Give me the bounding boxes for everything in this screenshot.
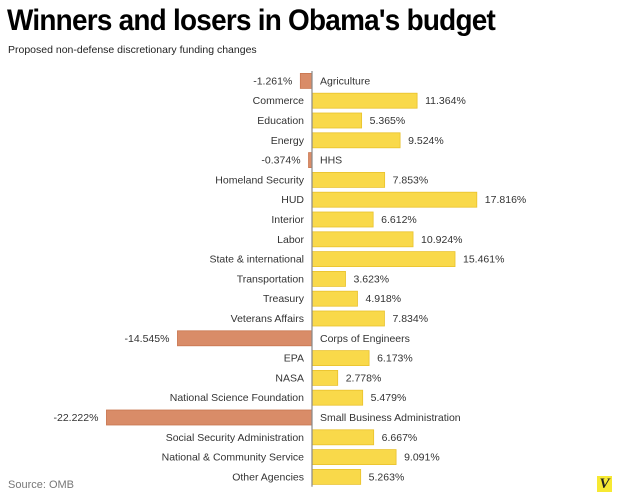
bar-agriculture — [299, 73, 313, 89]
category-label-nasa: NASA — [275, 372, 304, 384]
bar-social-security-administration — [311, 429, 375, 446]
category-label-labor: Labor — [277, 234, 304, 246]
category-label-small-business-administration: Small Business Administration — [320, 412, 461, 424]
value-label-commerce: 11.364% — [425, 95, 466, 107]
category-label-veterans-affairs: Veterans Affairs — [231, 313, 304, 325]
bar-nasa — [311, 369, 339, 386]
bar-interior — [311, 211, 374, 228]
value-label-social-security-administration: 6.667% — [382, 432, 418, 444]
category-label-corps-of-engineers: Corps of Engineers — [320, 333, 410, 345]
vox-logo: V — [597, 476, 612, 492]
bar-state-and-international — [311, 251, 456, 268]
category-label-education: Education — [257, 115, 304, 127]
category-label-agriculture: Agriculture — [320, 75, 370, 87]
bar-education — [311, 112, 363, 129]
bar-veterans-affairs — [311, 310, 385, 327]
value-label-veterans-affairs: 7.834% — [392, 313, 428, 325]
value-label-transportation: 3.623% — [354, 273, 390, 285]
bar-small-business-administration — [106, 409, 313, 426]
value-label-epa: 6.173% — [377, 353, 413, 365]
category-label-other-agencies: Other Agencies — [232, 471, 304, 483]
category-label-social-security-administration: Social Security Administration — [166, 432, 304, 444]
value-label-hud: 17.816% — [485, 194, 526, 206]
category-label-transportation: Transportation — [237, 273, 304, 285]
value-label-nasa: 2.778% — [346, 372, 382, 384]
category-label-interior: Interior — [271, 214, 304, 226]
bar-commerce — [311, 92, 418, 109]
chart-subtitle: Proposed non-defense discretionary fundi… — [8, 44, 257, 56]
value-label-other-agencies: 5.263% — [369, 471, 405, 483]
bar-transportation — [311, 270, 346, 287]
bar-labor — [311, 231, 414, 248]
bar-national-science-foundation — [311, 389, 364, 406]
bar-homeland-security — [311, 171, 386, 188]
value-label-interior: 6.612% — [381, 214, 417, 226]
bars-group — [106, 73, 478, 485]
value-label-national-science-foundation: 5.479% — [371, 392, 407, 404]
value-label-corps-of-engineers: -14.545% — [125, 333, 170, 345]
category-label-national-science-foundation: National Science Foundation — [170, 392, 304, 404]
category-label-state-and-international: State & international — [209, 254, 304, 266]
labels-group: Agriculture -1.261% Commerce 11.364% Educati… — [53, 75, 526, 483]
value-label-energy: 9.524% — [408, 135, 444, 147]
value-label-state-and-international: 15.461% — [463, 254, 504, 266]
source-note: Source: OMB — [8, 479, 75, 491]
category-label-epa: EPA — [284, 353, 304, 365]
category-label-energy: Energy — [271, 135, 305, 147]
category-label-hhs: HHS — [320, 155, 342, 167]
category-label-treasury: Treasury — [263, 293, 305, 305]
value-label-homeland-security: 7.853% — [393, 174, 429, 186]
chart-title: Winners and losers in Obama's budget — [7, 4, 496, 37]
value-label-education: 5.365% — [370, 115, 406, 127]
bar-national-and-community-service — [311, 449, 397, 466]
value-label-national-and-community-service: 9.091% — [404, 452, 440, 464]
value-label-treasury: 4.918% — [365, 293, 401, 305]
bar-epa — [311, 350, 370, 367]
value-label-labor: 10.924% — [421, 234, 462, 246]
bar-hud — [311, 191, 478, 208]
category-label-homeland-security: Homeland Security — [215, 174, 304, 186]
category-label-commerce: Commerce — [253, 95, 305, 107]
value-label-hhs: -0.374% — [261, 155, 300, 167]
bar-corps-of-engineers — [177, 330, 313, 347]
category-label-national-and-community-service: National & Community Service — [162, 452, 305, 464]
bar-other-agencies — [311, 468, 362, 485]
category-label-hud: HUD — [281, 194, 304, 206]
bar-treasury — [311, 290, 358, 307]
bar-energy — [311, 132, 401, 149]
value-label-agriculture: -1.261% — [253, 75, 292, 87]
value-label-small-business-administration: -22.222% — [53, 412, 98, 424]
